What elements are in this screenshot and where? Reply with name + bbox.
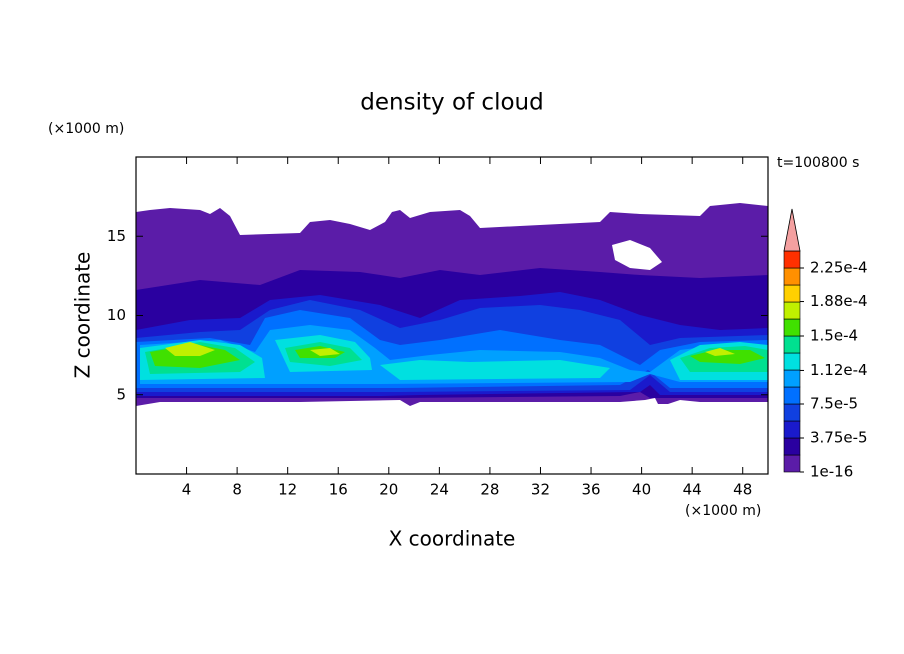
colorbar-tick-label: 1.88e-4 [810, 292, 868, 310]
colorbar-band [783, 284, 801, 303]
contour-field [136, 203, 768, 406]
x-tick-label: 24 [430, 481, 449, 499]
colorbar-band [783, 420, 801, 439]
y-unit: (×1000 m) [48, 121, 124, 137]
colorbar-band [783, 403, 801, 422]
colorbar-tick-label: 7.5e-5 [810, 395, 858, 413]
chart-title: density of cloud [360, 90, 543, 116]
colorbar-tick-label: 1e-16 [810, 463, 853, 481]
colorbar-tick-label: 1.12e-4 [810, 361, 868, 379]
colorbar-tick-label: 2.25e-4 [810, 259, 868, 277]
x-tick-label: 20 [379, 481, 398, 499]
colorbar-band [783, 369, 801, 388]
x-tick-label: 48 [733, 481, 752, 499]
colorbar-tick-label: 1.5e-4 [810, 327, 858, 345]
x-tick-label: 36 [581, 481, 600, 499]
colorbar-band [783, 335, 801, 354]
y-tick-label: 15 [107, 227, 126, 245]
colorbar-tick-label: 3.75e-5 [810, 429, 868, 447]
x-tick-label: 8 [232, 481, 242, 499]
y-tick-label: 10 [107, 306, 126, 324]
x-axis-label: X coordinate [389, 527, 516, 551]
colorbar-band [783, 454, 801, 473]
x-unit: (×1000 m) [685, 503, 761, 519]
colorbar-band [783, 250, 801, 269]
colorbar-band [783, 386, 801, 405]
colorbar-band [783, 301, 801, 320]
time-label: t=100800 s [777, 155, 859, 171]
x-tick-label: 16 [329, 481, 348, 499]
x-tick-label: 4 [182, 481, 192, 499]
x-tick-label: 40 [632, 481, 651, 499]
contour-region [150, 344, 765, 368]
y-axis-label: Z coordinate [71, 252, 95, 379]
x-tick-label: 44 [683, 481, 702, 499]
colorbar-band [783, 318, 801, 337]
colorbar-band [783, 267, 801, 286]
x-tick-label: 12 [278, 481, 297, 499]
colorbar-extend [783, 208, 801, 252]
x-tick-label: 28 [480, 481, 499, 499]
colorbar-band [783, 352, 801, 371]
colorbar-band [783, 437, 801, 456]
y-tick-label: 5 [116, 385, 126, 403]
x-tick-label: 32 [531, 481, 550, 499]
